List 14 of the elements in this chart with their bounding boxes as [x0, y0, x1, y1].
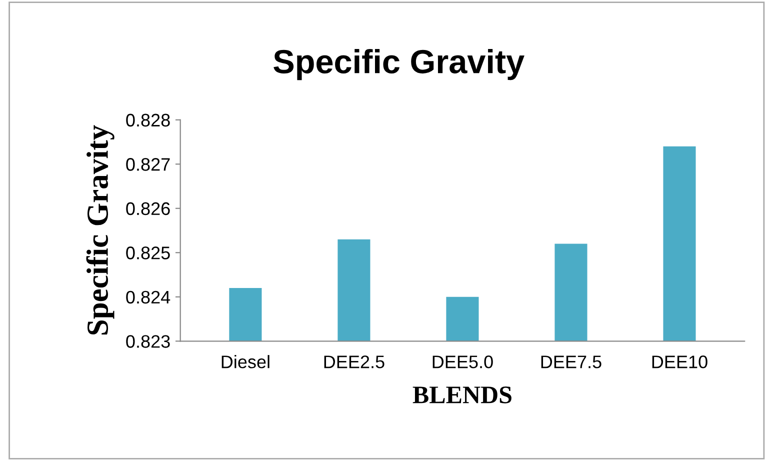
y-tick-label: 0.827: [126, 158, 170, 171]
x-tick-label: DEE7.5: [541, 356, 602, 368]
y-axis-title: Specific Gravity: [86, 125, 114, 335]
y-tick-label: 0.828: [126, 114, 170, 127]
y-tick-label: 0.823: [126, 335, 170, 348]
x-tick-label: DEE5.0: [432, 356, 493, 368]
x-axis-title: BLENDS: [412, 386, 512, 404]
x-tick-label: DEE2.5: [324, 356, 384, 368]
x-tick-label: Diesel: [222, 355, 270, 368]
y-tick-label: 0.826: [126, 202, 170, 216]
y-tick-label: 0.824: [126, 290, 170, 304]
x-tick-label: DEE10: [652, 356, 708, 368]
y-tick-label: 0.825: [126, 246, 170, 260]
chart-title: Specific Gravity: [274, 49, 524, 80]
